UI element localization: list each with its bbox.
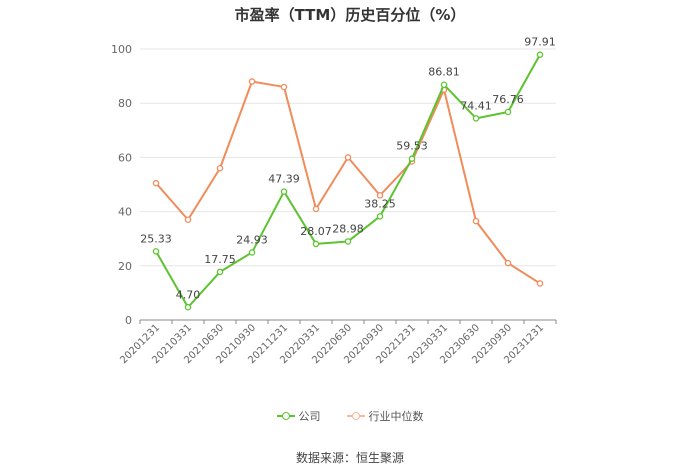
data-point-industry xyxy=(312,205,320,213)
data-point-industry xyxy=(472,217,480,225)
data-label: 59.53 xyxy=(396,140,428,153)
legend: 公司 行业中位数 xyxy=(0,408,700,424)
data-label: 97.91 xyxy=(524,36,556,49)
data-label: 24.93 xyxy=(236,233,268,246)
data-label: 17.75 xyxy=(204,253,236,266)
data-point-company xyxy=(248,249,256,256)
data-label: 76.76 xyxy=(492,93,524,106)
data-label: 4.70 xyxy=(176,288,201,301)
data-label: 74.41 xyxy=(460,99,492,112)
data-point-company xyxy=(344,238,352,245)
data-label: 47.39 xyxy=(268,173,300,186)
data-point-industry xyxy=(152,179,160,187)
data-point-industry xyxy=(536,280,544,287)
y-tick-label: 100 xyxy=(111,43,132,56)
data-point-company xyxy=(184,304,192,311)
data-point-industry xyxy=(280,83,288,91)
legend-label-industry: 行业中位数 xyxy=(368,410,424,423)
data-point-industry xyxy=(344,154,352,161)
data-point-company xyxy=(536,51,544,58)
data-point-industry xyxy=(184,216,192,223)
chart-title: 市盈率（TTM）历史百分位（%） xyxy=(234,6,466,24)
y-tick-label: 80 xyxy=(118,97,132,110)
legend-swatch-company xyxy=(276,411,295,421)
data-point-company xyxy=(376,213,384,220)
data-point-company xyxy=(312,240,320,248)
data-point-industry xyxy=(376,192,384,199)
data-label: 28.98 xyxy=(332,222,364,235)
data-source: 数据来源：恒生聚源 xyxy=(295,451,404,465)
data-point-industry xyxy=(216,164,224,172)
data-point-company xyxy=(152,248,160,255)
y-tick-label: 0 xyxy=(125,314,132,327)
data-point-industry xyxy=(248,78,256,85)
legend-swatch-industry xyxy=(346,411,365,421)
y-tick-label: 40 xyxy=(118,206,132,219)
data-point-company xyxy=(280,188,288,195)
data-label: 28.07 xyxy=(300,225,332,238)
data-label: 25.33 xyxy=(140,232,172,245)
legend-item-industry[interactable]: 行业中位数 xyxy=(346,408,424,424)
y-tick-label: 20 xyxy=(118,260,132,273)
data-point-company xyxy=(472,115,480,122)
data-label: 86.81 xyxy=(428,66,460,79)
legend-item-company[interactable]: 公司 xyxy=(276,408,321,424)
data-label: 38.25 xyxy=(364,197,396,210)
data-point-company xyxy=(408,155,416,162)
series-line-company xyxy=(155,54,541,309)
data-point-company xyxy=(216,268,224,276)
y-tick-label: 60 xyxy=(118,151,132,164)
data-point-company xyxy=(440,81,448,88)
data-point-industry xyxy=(504,259,512,267)
legend-label-company: 公司 xyxy=(298,410,321,423)
data-point-company xyxy=(504,108,512,116)
